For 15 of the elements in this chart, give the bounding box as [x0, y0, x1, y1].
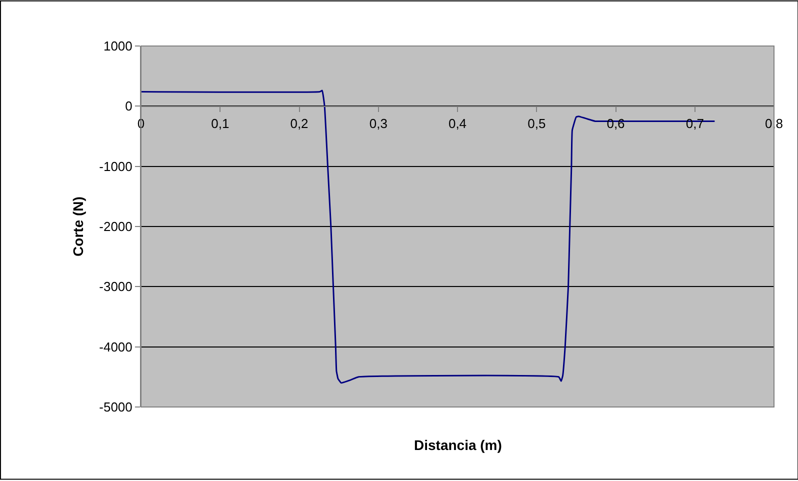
y-tick-label: 1000 — [103, 38, 132, 54]
x-tick-label: 0,3 — [369, 116, 388, 131]
x-tick-label: 0,8 — [764, 116, 784, 131]
y-tick-label: 0 — [125, 98, 132, 114]
x-axis-title: Distancia (m) — [414, 437, 502, 453]
y-tick-label: -5000 — [99, 400, 132, 415]
y-axis-title: Corte (N) — [70, 196, 86, 256]
x-tick-label: 0,1 — [211, 116, 230, 131]
y-tick-label: -3000 — [99, 279, 132, 294]
y-tick-label: -4000 — [99, 339, 132, 354]
y-tick-label: -2000 — [99, 219, 132, 234]
x-tick-label: 0,4 — [448, 116, 467, 131]
x-tick-label: 0,2 — [290, 116, 308, 131]
x-tick-label: 0,5 — [528, 116, 546, 131]
y-tick-label: -1000 — [99, 158, 132, 174]
